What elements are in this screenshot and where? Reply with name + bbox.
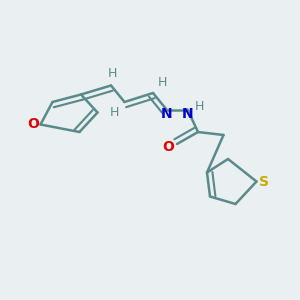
Text: S: S	[259, 175, 269, 188]
Text: H: H	[195, 100, 204, 113]
Text: O: O	[162, 140, 174, 154]
Text: H: H	[109, 106, 119, 119]
Text: N: N	[161, 107, 172, 121]
Text: N: N	[182, 107, 193, 121]
Text: H: H	[108, 67, 117, 80]
Text: O: O	[27, 118, 39, 131]
Text: H: H	[157, 76, 167, 89]
